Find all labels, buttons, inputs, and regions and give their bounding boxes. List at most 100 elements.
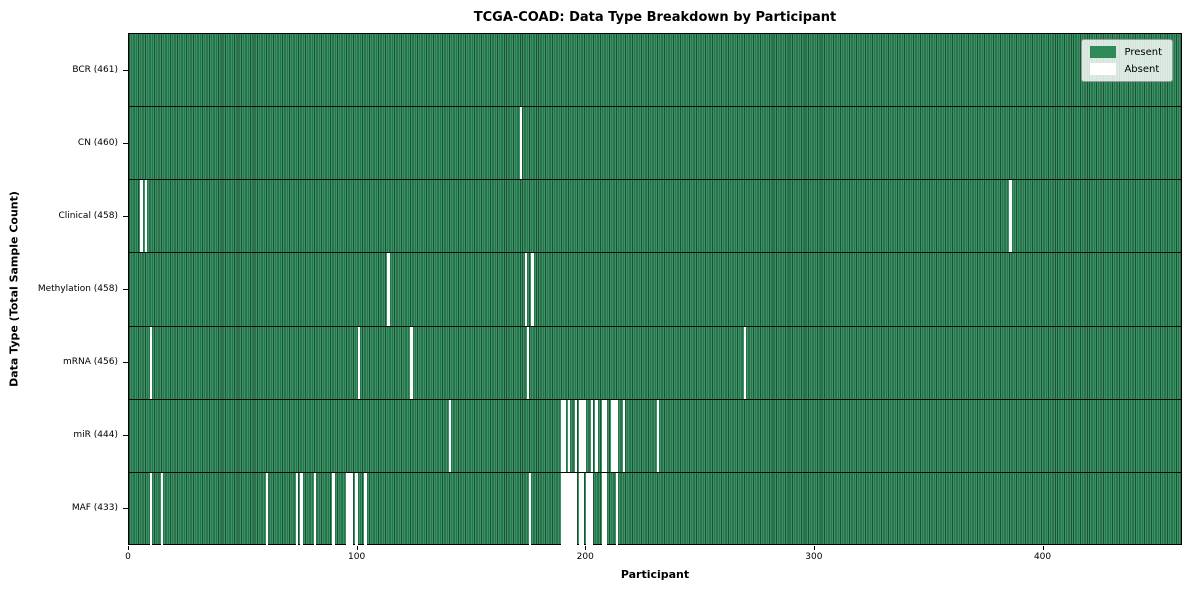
absent-stripe [581,472,584,546]
ytick-mark [123,69,128,71]
absent-stripe [295,472,299,546]
absent-stripe [574,399,578,472]
absent-stripe [579,399,582,472]
absent-stripe [524,253,527,326]
absent-stripe [161,472,164,546]
absent-stripe [572,472,575,546]
heatmap-row-MAF [129,472,1181,546]
absent-stripe [590,399,594,472]
absent-stripe [602,399,605,472]
absent-stripe [604,399,607,472]
ytick-mark [123,215,128,217]
legend-label-absent: Absent [1124,63,1160,75]
absent-stripe [567,399,571,472]
absent-stripe [622,399,626,472]
absent-stripe [595,399,598,472]
absent-stripe [588,472,591,546]
absent-stripe [1009,180,1012,253]
heatmap-row-BCR [129,34,1181,108]
absent-stripe [579,472,582,546]
absent-stripe [449,399,452,472]
ytick-label-MAF: MAF (433) [71,503,118,514]
xtick-label-100: 100 [348,552,366,562]
absent-stripe [563,399,566,472]
absent-stripe [611,399,614,472]
heatmap-row-miR [129,399,1181,473]
absent-stripe [531,253,534,326]
heatmap-row-CN [129,107,1181,181]
absent-stripe [613,399,616,472]
xtick-label-300: 300 [805,552,823,562]
heatmap-row-Methylation [129,253,1181,327]
xtick-mark [128,546,129,550]
absent-stripe [604,472,607,546]
absent-stripe [357,326,360,399]
ytick-label-CN: CN (460) [77,137,118,148]
legend-swatch-present-icon [1090,46,1117,58]
absent-stripe [346,472,349,546]
absent-stripe [563,472,566,546]
legend-label-present: Present [1124,46,1162,58]
ytick-label-BCR: BCR (461) [72,64,118,75]
absent-stripe [567,472,571,546]
xtick-mark [1042,546,1044,550]
absent-stripe [350,472,354,546]
absent-stripe [364,472,367,546]
absent-stripe [140,180,143,253]
ytick-mark [123,142,128,144]
ytick-mark [123,289,128,290]
ytick-mark [123,435,128,437]
absent-stripe [145,180,148,253]
absent-stripe [583,399,587,472]
xtick-label-0: 0 [125,552,131,562]
absent-stripe [529,472,532,546]
ytick-mark [123,362,128,364]
ytick-label-mRNA: mRNA (456) [63,357,118,368]
absent-stripe [348,472,351,546]
xtick-label-200: 200 [576,552,594,562]
x-axis-label: Participant [620,568,690,581]
legend-entry-present: Present [1090,46,1162,58]
legend-swatch-absent-icon [1090,63,1117,75]
absent-stripe [615,399,619,472]
chart-title: TCGA-COAD: Data Type Breakdown by Partic… [473,10,837,25]
absent-stripe [581,399,584,472]
xtick-mark [356,546,358,550]
absent-stripe [657,399,660,472]
ytick-label-miR: miR (444) [73,430,118,441]
absent-stripe [410,326,413,399]
absent-stripe [590,472,594,546]
absent-stripe [387,253,390,326]
absent-stripe [602,472,605,546]
heatmap-rows [129,34,1181,546]
legend: Present Absent [1081,39,1173,82]
absent-stripe [586,472,589,546]
absent-stripe [332,472,335,546]
absent-stripe [526,326,530,399]
absent-stripe [561,399,564,472]
legend-entry-absent: Absent [1090,63,1162,75]
xtick-mark [585,546,587,550]
ytick-mark [123,508,128,510]
ytick-label-Clinical: Clinical (458) [58,210,118,221]
absent-stripe [355,472,358,546]
absent-stripe [744,326,747,399]
absent-stripe [574,472,578,546]
absent-stripe [565,472,568,546]
absent-stripe [300,472,303,546]
ytick-label-Methylation: Methylation (458) [37,284,118,294]
absent-stripe [266,472,269,546]
absent-stripe [149,326,152,399]
plot-area: Present Absent [128,33,1182,546]
absent-stripe [615,472,619,546]
xtick-mark [813,546,815,550]
heatmap-row-Clinical [129,180,1181,254]
absent-stripe [149,472,152,546]
absent-stripe [314,472,317,546]
heatmap-row-mRNA [129,326,1181,400]
absent-stripe [570,472,573,546]
absent-stripe [519,107,523,180]
absent-stripe [561,472,564,546]
xtick-label-400: 400 [1033,552,1052,562]
